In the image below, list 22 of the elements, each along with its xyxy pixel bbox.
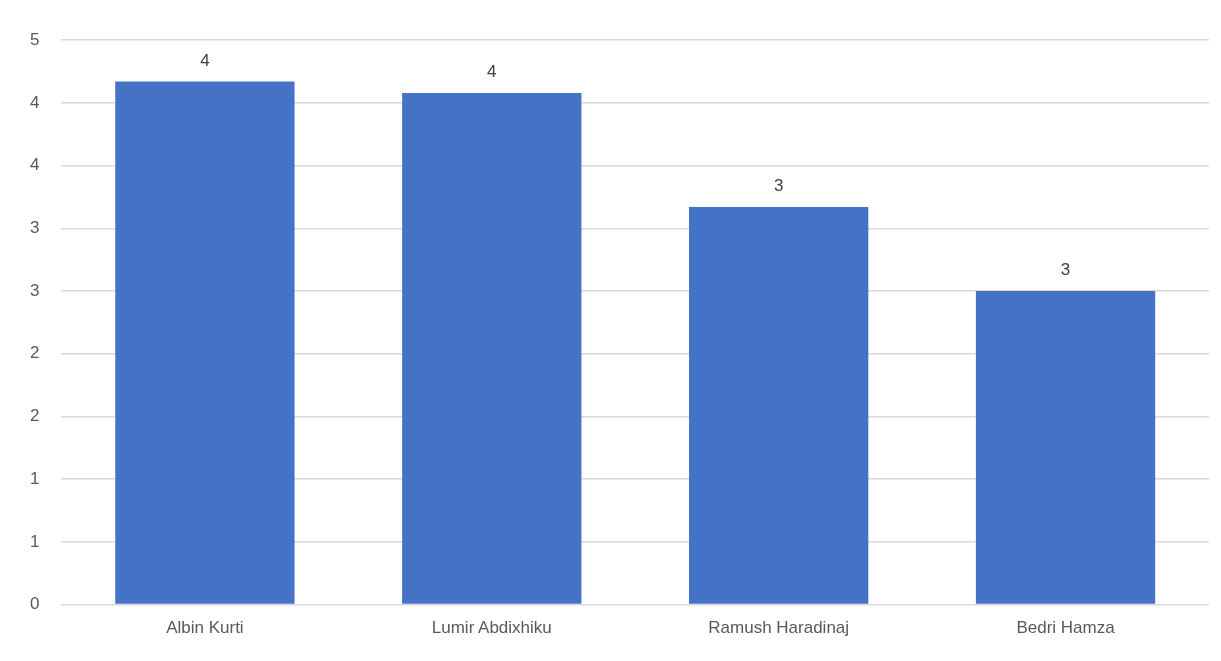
- y-tick-label: 4: [29, 92, 40, 112]
- y-tick-label: 4: [29, 155, 40, 175]
- y-tick-label: 1: [29, 468, 40, 488]
- x-tick-label: Lumir Abdixhiku: [431, 618, 552, 638]
- bar: [975, 291, 1156, 604]
- y-tick-label: 3: [29, 280, 40, 300]
- y-tick-label: 2: [29, 343, 40, 363]
- bar: [689, 207, 869, 604]
- data-label: 3: [773, 176, 784, 196]
- x-tick-label: Albin Kurti: [166, 618, 244, 638]
- y-tick-label: 0: [29, 594, 40, 614]
- data-label: 4: [200, 50, 210, 70]
- x-tick-label: Bedri Hamza: [1016, 618, 1116, 638]
- y-tick-label: 1: [29, 531, 40, 551]
- bar: [402, 92, 582, 604]
- data-label: 3: [1060, 260, 1071, 280]
- y-tick-label: 3: [29, 218, 40, 238]
- bar: [115, 81, 295, 604]
- y-tick-label: 2: [29, 406, 40, 426]
- data-label: 4: [487, 62, 497, 82]
- y-tick-label: 5: [29, 29, 40, 49]
- x-tick-label: Ramush Haradinaj: [708, 618, 850, 638]
